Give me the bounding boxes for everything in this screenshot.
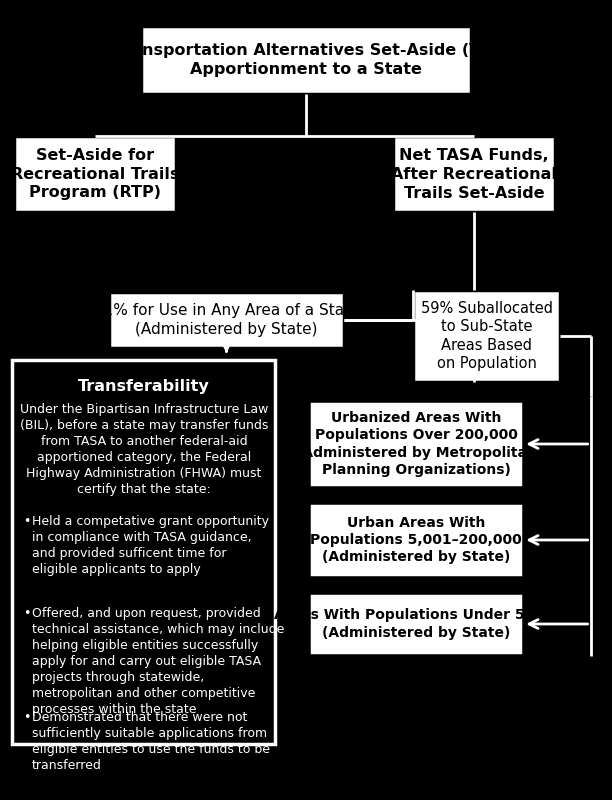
Bar <box>312 404 520 484</box>
Bar <box>394 136 556 212</box>
Text: Urban Areas With
Populations 5,001–200,000
(Administered by State): Urban Areas With Populations 5,001–200,0… <box>310 516 522 564</box>
Text: Urbanized Areas With
Populations Over 200,000
(Administered by Metropolitan
Plan: Urbanized Areas With Populations Over 20… <box>296 411 537 477</box>
Text: •: • <box>23 607 31 620</box>
Bar <box>109 292 344 348</box>
Text: •: • <box>23 515 31 528</box>
Text: 41% for Use in Any Area of a State
(Administered by State): 41% for Use in Any Area of a State (Admi… <box>94 303 359 337</box>
Bar <box>312 596 520 652</box>
Text: Under the Bipartisan Infrastructure Law
(BIL), before a state may transfer funds: Under the Bipartisan Infrastructure Law … <box>20 403 268 496</box>
Bar <box>312 506 520 574</box>
Bar <box>141 26 471 94</box>
Text: Demonstrated that there were not
sufficiently suitable applications from
eligibl: Demonstrated that there were not suffici… <box>32 711 270 772</box>
Bar <box>12 360 275 744</box>
Bar <box>13 136 176 212</box>
Text: Offered, and upon request, provided
technical assistance, which may include
help: Offered, and upon request, provided tech… <box>32 607 284 716</box>
Text: Held a competative grant opportunity
in compliance with TASA guidance,
and provi: Held a competative grant opportunity in … <box>32 515 269 576</box>
Text: Transferability: Transferability <box>78 379 210 394</box>
Text: Areas With Populations Under 5,000
(Administered by State): Areas With Populations Under 5,000 (Admi… <box>274 608 559 640</box>
Text: •: • <box>23 711 31 724</box>
Text: 59% Suballocated
to Sub-State
Areas Based
on Population: 59% Suballocated to Sub-State Areas Base… <box>420 301 553 371</box>
Text: Transportation Alternatives Set-Aside (TA)
Apportionment to a State: Transportation Alternatives Set-Aside (T… <box>114 43 498 77</box>
Text: Net TASA Funds,
After Recreational
Trails Set-Aside: Net TASA Funds, After Recreational Trail… <box>391 148 558 201</box>
Text: Set-Aside for
Recreational Trails
Program (RTP): Set-Aside for Recreational Trails Progra… <box>10 148 179 201</box>
Bar <box>413 290 560 382</box>
